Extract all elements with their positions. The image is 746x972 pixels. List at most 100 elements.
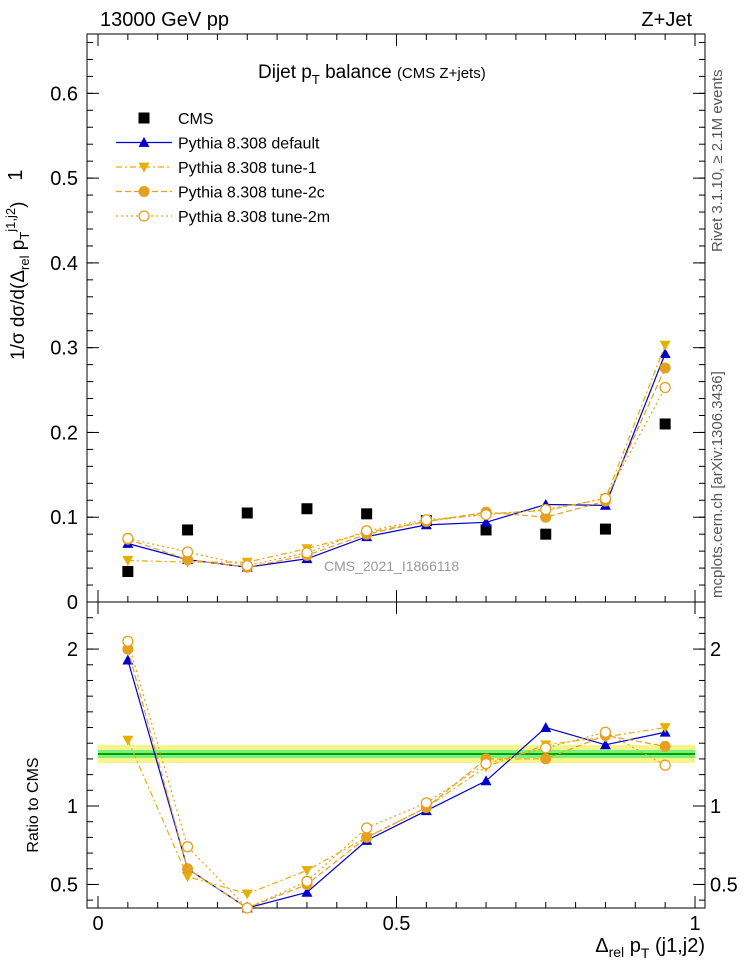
x-tick-label: 0 <box>92 913 103 935</box>
series-3-ratio-point <box>659 740 671 752</box>
ylabel-pt: p <box>8 240 29 256</box>
series-4-point <box>122 532 134 545</box>
ylabel-j: j1,j2 <box>3 208 18 233</box>
xlabel-delta: Δ <box>595 935 608 957</box>
series-2-ratio-point <box>659 723 671 734</box>
series-0-point <box>540 528 552 540</box>
top-y-tick-label: 0.6 <box>50 83 78 105</box>
analysis-label: CMS_2021_I1866118 <box>324 558 459 574</box>
ylabel-frac: 1/σ dσ/d(Δ <box>8 270 29 360</box>
top-y-tick-label: 0 <box>67 592 78 614</box>
chart-title: Dijet pT balance (CMS Z+jets) <box>258 62 486 87</box>
series-0-legend-label: CMS <box>178 111 214 128</box>
xlabel-p: p <box>624 935 641 957</box>
series-4-ratio-point <box>599 726 612 738</box>
top-y-tick-label: 0.3 <box>50 338 78 360</box>
series-3-legend-label: Pythia 8.308 tune-2c <box>178 185 325 202</box>
series-1-ratio-point <box>540 722 552 732</box>
series-1-line <box>127 353 666 568</box>
series-4-point <box>241 559 253 572</box>
chart-title-suffix: (CMS Z+jets) <box>397 65 486 82</box>
xlabel-rel: rel <box>609 944 625 960</box>
x-axis-label: Δrel pT (j1,j2) <box>595 935 705 961</box>
ylabel-rel: rel <box>17 255 32 270</box>
series-4-ratio-point <box>241 902 253 914</box>
legend: CMS Pythia 8.308 default Pythia 8.308 tune… <box>116 111 330 226</box>
series-0-point <box>301 503 313 515</box>
side-events-text: Rivet 3.1.10, ≥ 2.1M events <box>709 70 726 253</box>
series-4-point <box>301 547 313 559</box>
series-0-legend-marker <box>138 112 150 124</box>
series-1-ratio-point <box>301 886 313 897</box>
series-4-ratio-point <box>540 742 552 754</box>
series-2-ratio-line <box>127 726 666 895</box>
xlabel-t: T <box>641 945 650 961</box>
chart-title-main: Dijet p <box>258 62 312 83</box>
header-left: 13000 GeV pp <box>100 9 229 31</box>
top-y-tick-label: 0.2 <box>50 422 78 444</box>
ylabel-t: T <box>17 232 32 240</box>
xlabel-args: (j1,j2) <box>649 935 705 957</box>
ratio-y-tick-label: 2 <box>67 639 78 661</box>
series-2-legend-marker <box>138 162 150 173</box>
ylabel-close: ) <box>8 202 29 208</box>
series-0-point <box>480 524 492 536</box>
series-1-legend-label: Pythia 8.308 default <box>178 136 320 153</box>
series-1-ratio-point <box>122 654 134 665</box>
series-1-ratio-line <box>127 659 666 909</box>
series-4-point <box>540 503 552 516</box>
series-1-ratio-point <box>599 739 611 750</box>
series-0-point <box>241 507 253 519</box>
top-y-axis-label: 1 <box>5 169 27 180</box>
series-4-ratio-point <box>420 797 433 809</box>
chart-title-rest: balance <box>320 62 397 83</box>
series-3-ratio-point <box>540 753 552 765</box>
series-1-point <box>480 516 492 527</box>
side-source-text: mcplots.cern.ch [arXiv:1306.3436] <box>709 371 726 598</box>
series-4-ratio-point <box>301 875 313 887</box>
series-3-point <box>659 362 671 374</box>
series-4-point <box>420 514 433 526</box>
x-tick-label: 1 <box>689 913 700 935</box>
series-2-legend-label: Pythia 8.308 tune-1 <box>178 160 317 177</box>
svg-text:1: 1 <box>5 169 27 180</box>
series-2-line <box>127 344 666 563</box>
series-2-point <box>122 556 134 566</box>
series-2-ratio-point <box>301 865 313 876</box>
series-4-ratio-point <box>480 757 492 770</box>
series-3-ratio-point <box>361 831 373 843</box>
series-1-legend-marker <box>138 137 150 147</box>
ratio-y-tick-label-right: 0.5 <box>710 874 738 896</box>
series-4-point <box>360 525 373 537</box>
series-2-point <box>659 340 671 351</box>
series-4-ratio-point <box>122 635 134 647</box>
series-4-point <box>480 509 492 521</box>
series-4-legend-label: Pythia 8.308 tune-2m <box>178 209 330 226</box>
series-0-point <box>182 524 194 536</box>
series-1-point <box>659 348 671 359</box>
series-0-point <box>599 523 611 535</box>
chart-title-sub: T <box>312 72 320 87</box>
top-y-axis-label-text: 1/σ dσ/d(Δrel pTj1,j2) <box>3 202 32 360</box>
header-right: Z+Jet <box>641 9 692 31</box>
series-4-ratio-point <box>181 841 194 853</box>
series-3-ratio-line <box>127 648 666 909</box>
top-y-tick-label: 0.5 <box>50 168 78 190</box>
series-4-ratio-point <box>659 759 671 771</box>
series-4-point <box>599 492 612 505</box>
ratio-y-axis-label: Ratio to CMS <box>25 757 42 852</box>
series-2-ratio-point <box>241 889 253 900</box>
series-4-line <box>127 387 666 567</box>
series-3-line <box>127 367 666 568</box>
top-y-tick-label: 0.1 <box>50 507 78 529</box>
series-3-legend-marker <box>138 186 150 197</box>
ratio-y-tick-label: 0.5 <box>50 874 78 896</box>
ratio-y-tick-label: 1 <box>67 796 78 818</box>
ratio-y-tick-label-right: 1 <box>710 796 721 818</box>
series-4-ratio-line <box>127 641 666 909</box>
series-2-ratio-point <box>122 735 134 746</box>
series-4-point <box>659 381 671 394</box>
series-1-ratio-point <box>480 775 492 786</box>
series-0-point <box>361 508 373 520</box>
